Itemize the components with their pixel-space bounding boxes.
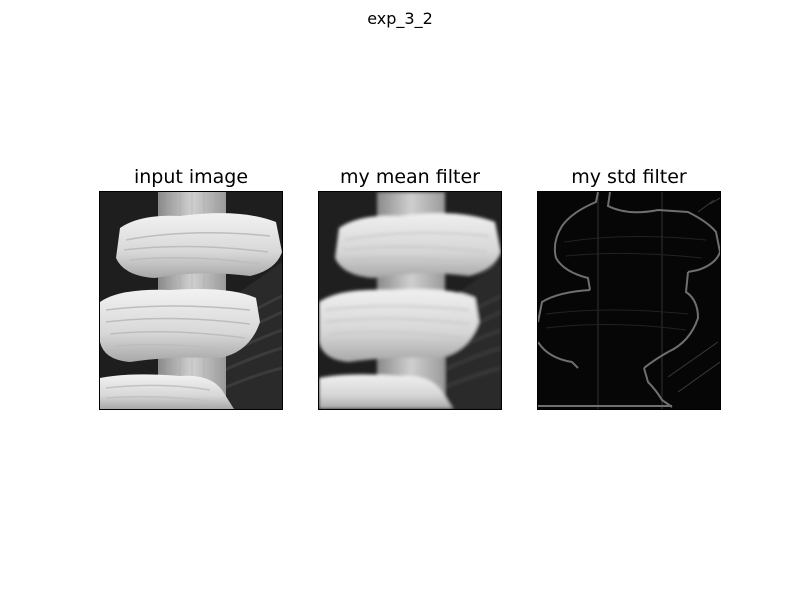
panel-title-std-filter: my std filter (571, 166, 687, 188)
input-image-panel (99, 191, 283, 410)
mean-filter-image (319, 192, 501, 409)
std-filter-panel (537, 191, 721, 410)
input-image (100, 192, 282, 409)
mean-filter-panel (318, 191, 502, 410)
panel-title-input-image: input image (133, 166, 249, 188)
std-filter-image (538, 192, 720, 409)
figure-suptitle: exp_3_2 (367, 9, 433, 28)
panel-title-mean-filter: my mean filter (340, 166, 480, 188)
